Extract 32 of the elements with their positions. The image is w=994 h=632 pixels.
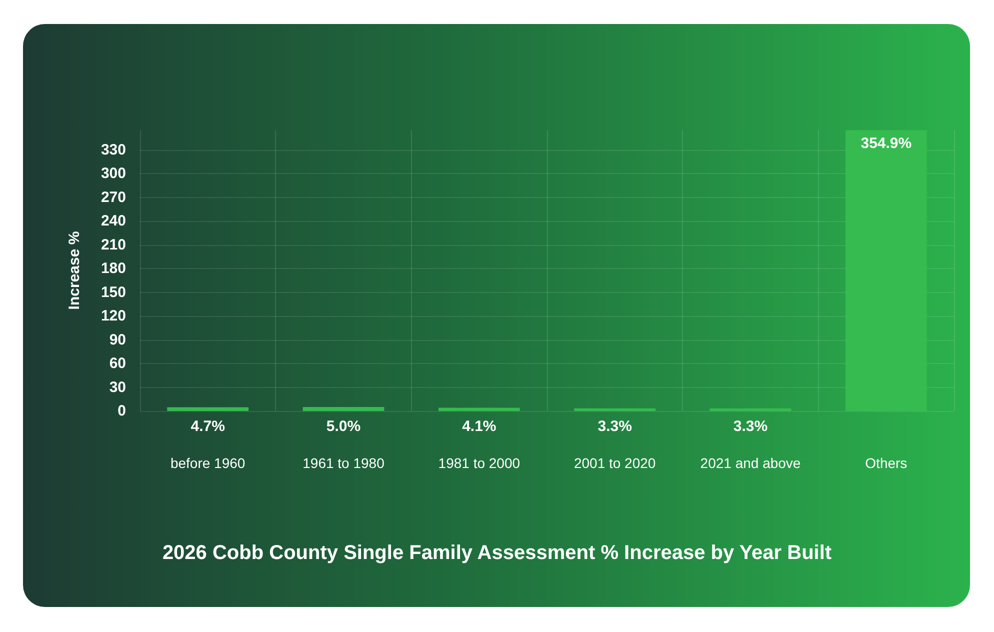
x-tick-label: before 1960	[170, 455, 246, 471]
y-tick-label: 330	[100, 141, 126, 158]
x-tick-label: Others	[865, 455, 908, 471]
bar	[574, 408, 656, 411]
bar	[438, 408, 520, 411]
data-label: 354.9%	[860, 135, 912, 152]
y-tick-label: 300	[100, 165, 126, 182]
y-tick-label: 150	[100, 284, 126, 301]
x-tick-label: 1961 to 1980	[302, 455, 385, 471]
x-tick-label: 2001 to 2020	[574, 455, 656, 471]
bar	[167, 407, 249, 411]
data-label: 3.3%	[598, 418, 632, 435]
y-tick-label: 210	[100, 236, 126, 254]
data-label: 5.0%	[326, 418, 361, 435]
y-tick-label: 180	[100, 260, 126, 278]
x-tick-label: 2021 and above	[700, 455, 801, 471]
y-axis-title: Increase %	[66, 231, 83, 310]
y-tick-label: 270	[100, 188, 126, 206]
data-label: 4.7%	[190, 418, 225, 435]
data-label: 4.1%	[462, 418, 496, 435]
bar	[302, 407, 384, 411]
y-tick-label: 30	[109, 378, 126, 396]
text: 2026 Cobb County Single Family Assessment % Increase by Year Built	[162, 542, 832, 564]
y-tick-label: 0	[118, 402, 126, 420]
bar	[845, 130, 927, 411]
y-tick-label: 240	[100, 212, 126, 230]
y-tick-label: 60	[109, 355, 126, 372]
y-tick-label: 120	[100, 308, 126, 325]
data-label: 3.3%	[733, 418, 768, 435]
x-tick-label: 1981 to 2000	[438, 455, 520, 471]
y-tick-label: 90	[109, 331, 126, 348]
bar	[710, 408, 792, 411]
